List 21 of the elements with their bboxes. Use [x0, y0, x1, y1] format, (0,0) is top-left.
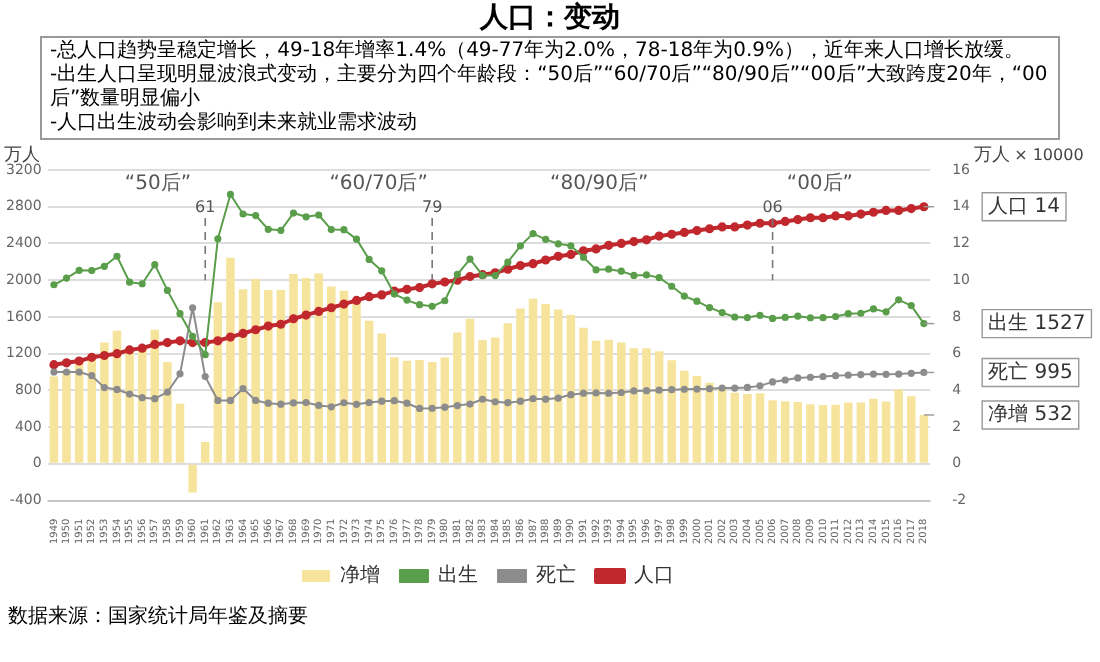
annotation: “50后”	[124, 171, 192, 196]
legend-label: 死亡	[536, 563, 576, 588]
text: 人口 14	[988, 195, 1060, 218]
chart-subtitle: -总人口趋势呈稳定增长，49-18年增率1.4%（49-77年为2.0%，78-18年为0.9%），近年来人口增长放缓。 -出生人口呈现明显波浪式变动，主要分为四个年龄段：“50后”“60/70后”“80/90后”“00后”大致跨度20年，“00后”数量明显偏小 -人口出生波动会影响到未来就业需求波动	[40, 36, 1060, 140]
text: 净增 532	[988, 404, 1073, 427]
annotation: “00后”	[786, 171, 853, 196]
legend-label: 净增	[340, 563, 380, 588]
text: 死亡 995	[988, 361, 1073, 384]
chart-title: 人口：变动	[477, 0, 622, 36]
legend-label: 人口	[634, 565, 674, 588]
y-axis-title: 万人	[3, 143, 40, 166]
annotation: “60/70后”	[329, 171, 428, 196]
ref-line-label: 79	[421, 198, 443, 217]
ref-line-label: 61	[195, 198, 216, 217]
text: × 10000	[1014, 146, 1084, 165]
source-note: 数据来源：国家统计局年鉴及摘要	[8, 606, 308, 630]
annotation: “80/90后”	[550, 171, 649, 196]
legend-label: 出生	[438, 563, 478, 588]
y2-axis-title: 万人	[974, 143, 1011, 166]
ref-line-label: 06	[762, 198, 783, 217]
text: 出生 1527	[988, 312, 1086, 335]
